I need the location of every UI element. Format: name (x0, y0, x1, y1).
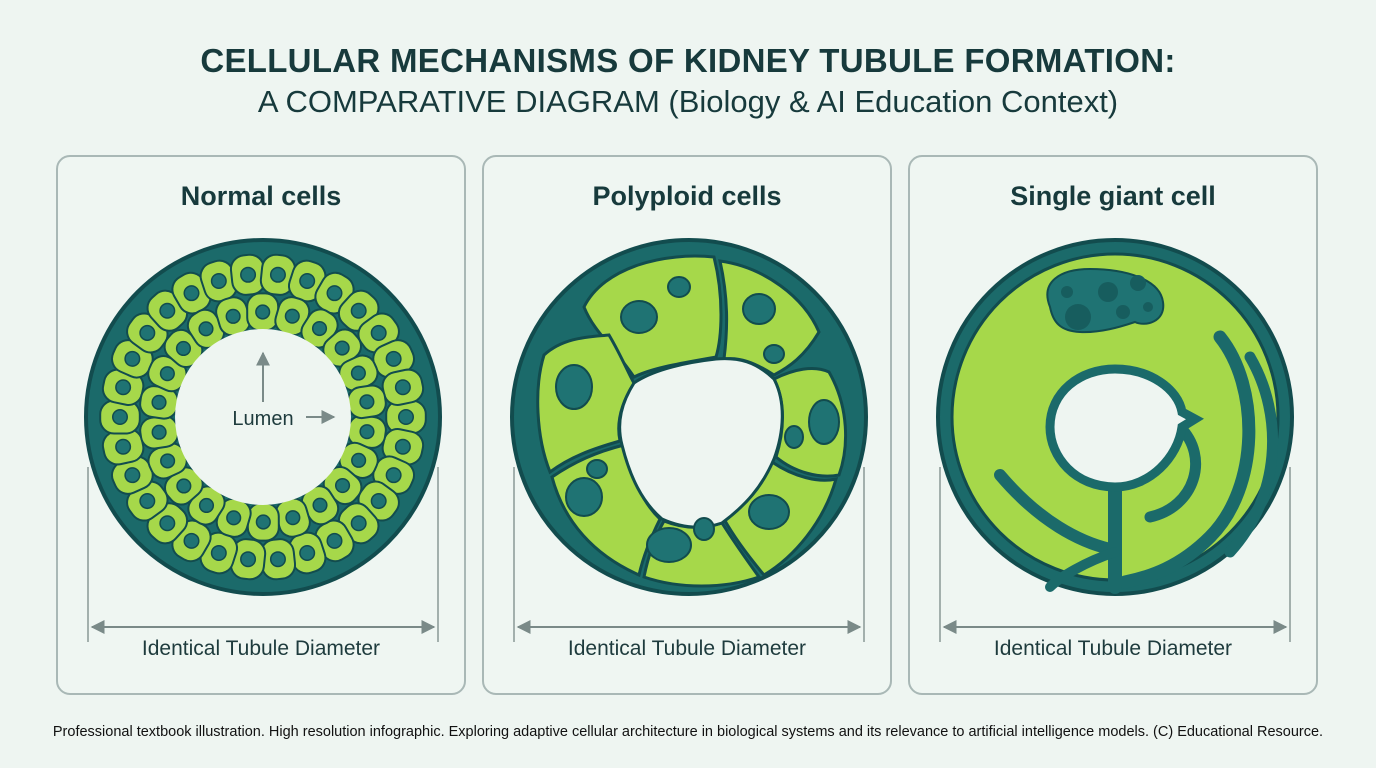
normal-cells-illustration: Lumen (84, 238, 442, 642)
cell-nucleus (198, 321, 214, 337)
cell-nucleus (124, 467, 141, 484)
polyploid-nuclei (555, 276, 840, 563)
cell-nucleus (326, 532, 343, 549)
cell-nucleus (111, 408, 129, 426)
cell-nucleus (115, 438, 132, 455)
cell-nucleus (159, 515, 176, 532)
membrane-channels (994, 330, 1278, 594)
footer-text: Professional textbook illustration. High… (52, 724, 1324, 740)
panel-single-giant-cell: Single giant cell Id (908, 155, 1318, 695)
nucleus (646, 527, 692, 563)
cell-nucleus (115, 379, 132, 396)
cell-nucleus (326, 285, 343, 302)
cell-nucleus (198, 497, 215, 514)
cell-nucleus (159, 302, 176, 319)
lumen (618, 357, 784, 529)
caption-normal: Identical Tubule Diameter (141, 637, 381, 660)
nucleus (784, 425, 804, 449)
nucleus (693, 517, 715, 541)
cell-nucleus (255, 304, 271, 320)
cell-nucleus (385, 350, 402, 367)
cell-nucleus (385, 467, 402, 484)
panel-title-giant: Single giant cell (1010, 181, 1216, 211)
cell-nucleus (183, 285, 200, 302)
cell-nucleus (151, 394, 167, 410)
caption-giant: Identical Tubule Diameter (993, 637, 1233, 660)
cell-nucleus (350, 302, 367, 319)
cell-nucleus (299, 272, 316, 290)
cell-nucleus (299, 544, 316, 562)
nucleus (763, 344, 785, 364)
cell-nucleus (183, 532, 200, 549)
cell-nucleus (284, 308, 300, 324)
nucleus (742, 293, 776, 325)
title-line-1: CELLULAR MECHANISMS OF KIDNEY TUBULE FOR… (200, 42, 1176, 79)
lumen-label: Lumen (232, 408, 293, 430)
nucleus (586, 459, 608, 479)
cell-nucleus (359, 394, 375, 410)
cell-nucleus (370, 324, 387, 341)
cell-nucleus (151, 424, 167, 440)
cell-nucleus (269, 551, 286, 568)
cell-nucleus (394, 438, 411, 455)
title-line-2: A COMPARATIVE DIAGRAM (Biology & AI Educ… (257, 84, 1119, 119)
cell-nucleus (312, 497, 328, 513)
cell-nucleus (240, 551, 257, 568)
cell-nucleus (359, 424, 375, 440)
lumen (1045, 364, 1205, 492)
cell-nucleus (176, 478, 192, 494)
cell-nucleus (285, 510, 301, 526)
cell-nucleus (210, 544, 227, 562)
cell-nucleus (350, 515, 367, 532)
cell-nucleus (225, 308, 241, 324)
cell-nucleus (334, 477, 351, 494)
cell-nucleus (226, 510, 242, 526)
cell-nucleus (159, 366, 175, 382)
cell-nucleus (269, 266, 286, 283)
nucleus (555, 364, 593, 410)
cell-nucleus (139, 493, 156, 510)
cell-nucleus (139, 324, 156, 341)
caption-polyploid: Identical Tubule Diameter (567, 637, 807, 660)
nucleus (748, 494, 790, 530)
giant-cell-illustration (936, 238, 1294, 642)
nucleus (667, 276, 691, 298)
cell-nucleus (394, 379, 411, 396)
cell-nucleus (370, 493, 387, 510)
lumen (175, 329, 351, 505)
cell-nucleus (334, 340, 350, 356)
panel-title-polyploid: Polyploid cells (592, 181, 782, 211)
cell-nucleus (350, 365, 366, 381)
cell-nucleus (311, 320, 328, 337)
nucleus (808, 399, 840, 445)
epithelial-cells (99, 253, 427, 581)
nucleus (620, 300, 658, 334)
cell-nucleus (397, 408, 415, 426)
cell-nucleus (124, 350, 141, 367)
polyploid-cells-illustration (510, 238, 868, 642)
cell-nucleus (351, 452, 367, 468)
nucleus-spots (1061, 275, 1153, 330)
cell-nucleus (240, 266, 257, 283)
cell-nucleus (210, 272, 227, 290)
panel-normal-cells: Normal cells Lumen Identical Tubule Diam… (56, 155, 466, 695)
cell-nucleus (175, 340, 192, 357)
cell-nucleus (160, 453, 176, 469)
panel-polyploid-cells: Polyploid cells (482, 155, 892, 695)
panel-title-normal: Normal cells (180, 181, 342, 211)
diagram-title: CELLULAR MECHANISMS OF KIDNEY TUBULE FOR… (0, 40, 1376, 122)
nucleus (565, 477, 603, 517)
cell-nucleus (255, 514, 271, 530)
